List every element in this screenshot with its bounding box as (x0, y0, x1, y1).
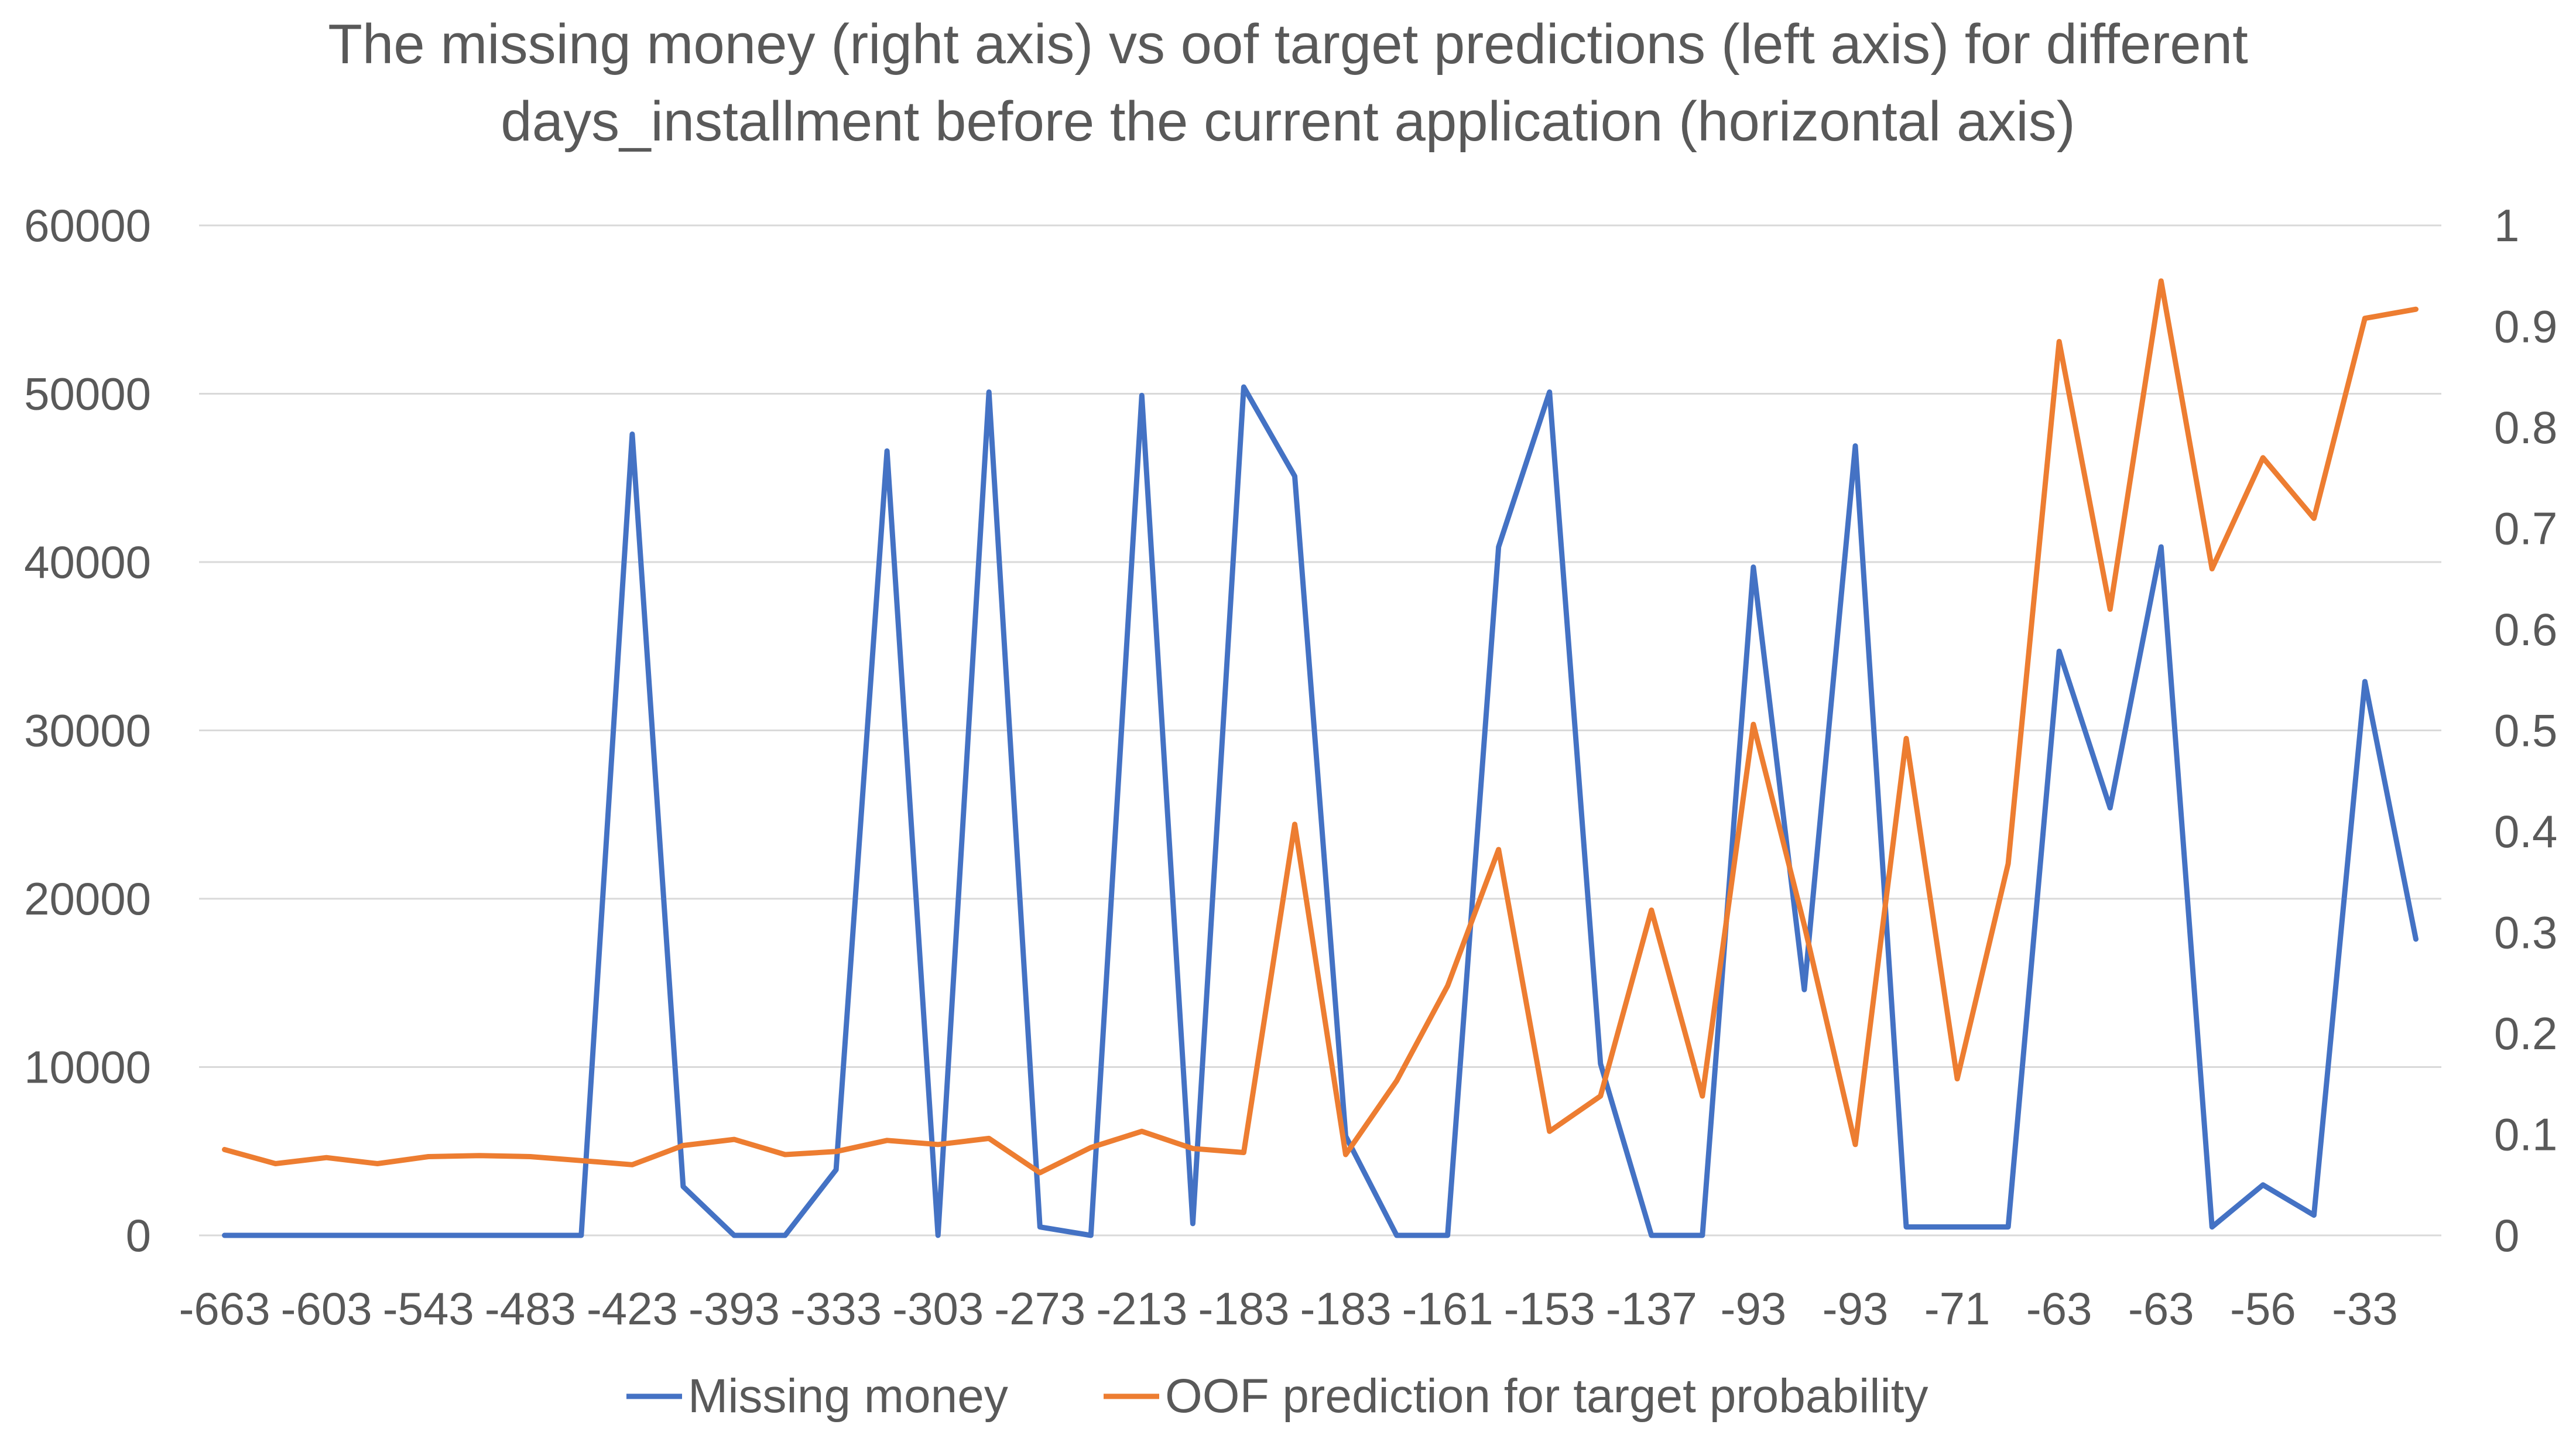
right-axis-tick-label: 0.4 (2494, 806, 2557, 857)
gridlines (199, 224, 2441, 1237)
x-axis-tick-label: -423 (587, 1283, 678, 1334)
x-axis-tick-label: -161 (1402, 1283, 1493, 1334)
x-axis-tick-label: -183 (1300, 1283, 1391, 1334)
x-axis-tick-label: -333 (790, 1283, 882, 1334)
legend-label-missing-money: Missing money (688, 1369, 1008, 1423)
x-axis-tick-label: -663 (179, 1283, 270, 1334)
legend: Missing money OOF prediction for target p… (626, 1369, 1928, 1423)
right-axis-ticks: 0 0.1 0.2 0.3 0.4 0.5 0.6 0.7 0.8 0.9 1 (2494, 200, 2557, 1261)
x-axis-tick-label: -603 (281, 1283, 372, 1334)
x-axis-tick-label: -273 (994, 1283, 1085, 1334)
right-axis-tick-label: 0.1 (2494, 1109, 2557, 1160)
x-axis-tick-label: -153 (1504, 1283, 1595, 1334)
x-axis-tick-label: -63 (2026, 1283, 2092, 1334)
right-axis-tick-label: 0.3 (2494, 907, 2557, 958)
left-axis-tick-label: 20000 (24, 873, 151, 924)
x-axis-tick-label: -183 (1198, 1283, 1289, 1334)
x-axis-tick-label: -71 (1924, 1283, 1991, 1334)
x-axis-ticks: -663 -603 -543 -483 -423 -393 -333 -303 -273 -213… (179, 1283, 2397, 1334)
left-axis-tick-label: 0 (126, 1210, 151, 1261)
x-axis-tick-label: -137 (1606, 1283, 1697, 1334)
right-axis-tick-label: 1 (2494, 200, 2519, 251)
right-axis-tick-label: 0 (2494, 1210, 2519, 1261)
right-axis-tick-label: 0.7 (2494, 503, 2557, 554)
left-axis-tick-label: 30000 (24, 705, 151, 756)
right-axis-tick-label: 0.9 (2494, 301, 2557, 352)
x-axis-tick-label: -483 (485, 1283, 576, 1334)
x-axis-tick-label: -93 (1721, 1283, 1787, 1334)
x-axis-tick-label: -543 (383, 1283, 474, 1334)
x-axis-tick-label: -56 (2230, 1283, 2296, 1334)
left-axis-ticks: 0 10000 20000 30000 40000 50000 60000 (24, 200, 151, 1261)
x-axis-tick-label: -93 (1823, 1283, 1889, 1334)
left-axis-tick-label: 60000 (24, 200, 151, 251)
left-axis-tick-label: 50000 (24, 368, 151, 420)
x-axis-tick-label: -213 (1096, 1283, 1187, 1334)
series-lines (222, 278, 2419, 1238)
series-line-oof-prediction (222, 278, 2419, 1176)
series-line-missing-money (222, 384, 2419, 1238)
x-axis-tick-label: -393 (688, 1283, 780, 1334)
x-axis-tick-label: -303 (892, 1283, 984, 1334)
left-axis-tick-label: 10000 (24, 1042, 151, 1093)
right-axis-tick-label: 0.2 (2494, 1008, 2557, 1059)
x-axis-tick-label: -33 (2332, 1283, 2398, 1334)
x-axis-tick-label: -63 (2128, 1283, 2194, 1334)
legend-label-oof-prediction: OOF prediction for target probability (1165, 1369, 1928, 1423)
right-axis-tick-label: 0.6 (2494, 604, 2557, 655)
right-axis-tick-label: 0.8 (2494, 402, 2557, 453)
chart-title-line-2: days_installment before the current appl… (501, 90, 2075, 153)
right-axis-tick-label: 0.5 (2494, 705, 2557, 756)
chart-title-line-1: The missing money (right axis) vs oof ta… (328, 13, 2248, 76)
left-axis-tick-label: 40000 (24, 536, 151, 588)
